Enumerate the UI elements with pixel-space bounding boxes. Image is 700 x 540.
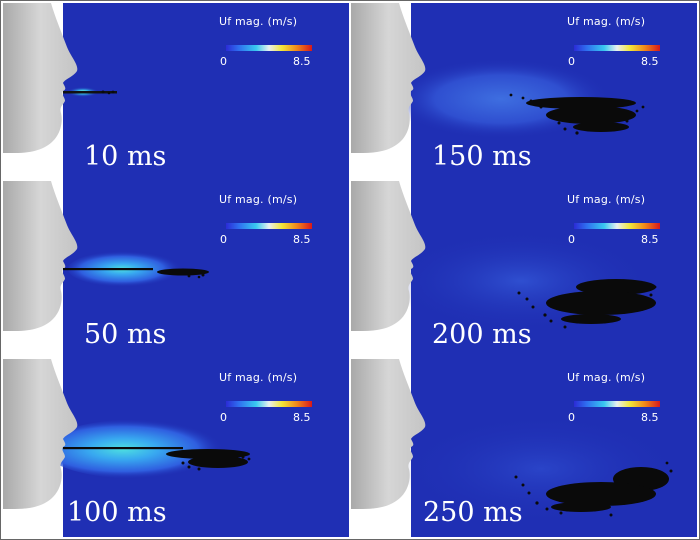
colorbar-max-label: 8.5 <box>641 411 659 424</box>
colorbar <box>226 45 312 51</box>
colorbar <box>574 223 660 229</box>
droplet-cloud <box>63 268 209 279</box>
colorbar-title: Uf mag. (m/s) <box>567 15 646 28</box>
flow-field-image <box>351 3 697 181</box>
colorbar-title: Uf mag. (m/s) <box>219 371 298 384</box>
panel-10ms: Uf mag. (m/s) 0 8.5 10 ms <box>3 3 349 181</box>
droplet-cloud <box>517 279 657 329</box>
colorbar-title: Uf mag. (m/s) <box>567 193 646 206</box>
droplet-cloud <box>101 90 115 95</box>
colorbar-title: Uf mag. (m/s) <box>567 371 646 384</box>
colorbar-min-label: 0 <box>568 411 575 424</box>
panel-100ms: Uf mag. (m/s) 0 8.5 100 ms <box>3 359 349 537</box>
panel-200ms: Uf mag. (m/s) 0 8.5 200 ms <box>351 181 697 359</box>
colorbar-min-label: 0 <box>220 55 227 68</box>
flow-field-image <box>3 3 349 181</box>
flow-field-image <box>351 181 697 359</box>
colorbar-min-label: 0 <box>220 233 227 246</box>
colorbar-min-label: 0 <box>568 55 575 68</box>
time-label: 150 ms <box>432 141 532 172</box>
flow-field-image <box>3 181 349 359</box>
colorbar <box>574 45 660 51</box>
droplet-cloud <box>63 447 251 471</box>
panel-250ms: Uf mag. (m/s) 0 8.5 250 ms <box>351 359 697 537</box>
colorbar-max-label: 8.5 <box>293 233 311 246</box>
colorbar-max-label: 8.5 <box>293 55 311 68</box>
colorbar-title: Uf mag. (m/s) <box>219 193 298 206</box>
time-label: 50 ms <box>84 319 167 350</box>
time-label: 10 ms <box>84 141 167 172</box>
colorbar-max-label: 8.5 <box>641 55 659 68</box>
colorbar <box>226 223 312 229</box>
droplet-cloud <box>514 461 673 517</box>
colorbar-max-label: 8.5 <box>641 233 659 246</box>
droplet-cloud <box>509 93 645 135</box>
time-label: 250 ms <box>423 497 523 528</box>
colorbar-min-label: 0 <box>568 233 575 246</box>
colorbar-max-label: 8.5 <box>293 411 311 424</box>
time-label: 100 ms <box>67 497 167 528</box>
colorbar-title: Uf mag. (m/s) <box>219 15 298 28</box>
panel-150ms: Uf mag. (m/s) 0 8.5 150 ms <box>351 3 697 181</box>
colorbar-min-label: 0 <box>220 411 227 424</box>
flow-field-image <box>3 359 349 537</box>
panel-50ms: Uf mag. (m/s) 0 8.5 50 ms <box>3 181 349 359</box>
colorbar <box>226 401 312 407</box>
colorbar <box>574 401 660 407</box>
flow-field-image <box>351 359 697 537</box>
time-label: 200 ms <box>432 319 532 350</box>
